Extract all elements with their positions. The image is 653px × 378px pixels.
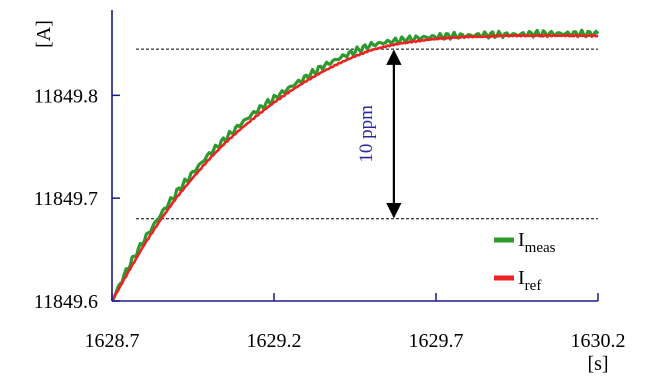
series-line-meas [112, 30, 598, 301]
ppm-annotation: 10 ppm [356, 51, 394, 217]
y-axis-unit: [A] [33, 20, 55, 48]
x-tick-label: 1629.2 [247, 330, 302, 352]
legend: Imeas Iref [494, 229, 556, 294]
legend-label-ref: Iref [518, 267, 541, 294]
series-layer [112, 30, 598, 301]
y-tick-label: 11849.7 [34, 188, 98, 210]
x-axis-unit: [s] [587, 353, 608, 375]
legend-label-meas: Imeas [518, 229, 556, 256]
x-tick-label: 1628.7 [85, 330, 140, 352]
y-tick-label: 11849.6 [34, 291, 98, 313]
x-tick-label: 1630.2 [571, 330, 626, 352]
y-tick-label: 11849.8 [34, 85, 98, 107]
x-tick-label: 1629.7 [409, 330, 464, 352]
series-line-ref [112, 35, 598, 301]
ppm-label: 10 ppm [356, 105, 377, 163]
